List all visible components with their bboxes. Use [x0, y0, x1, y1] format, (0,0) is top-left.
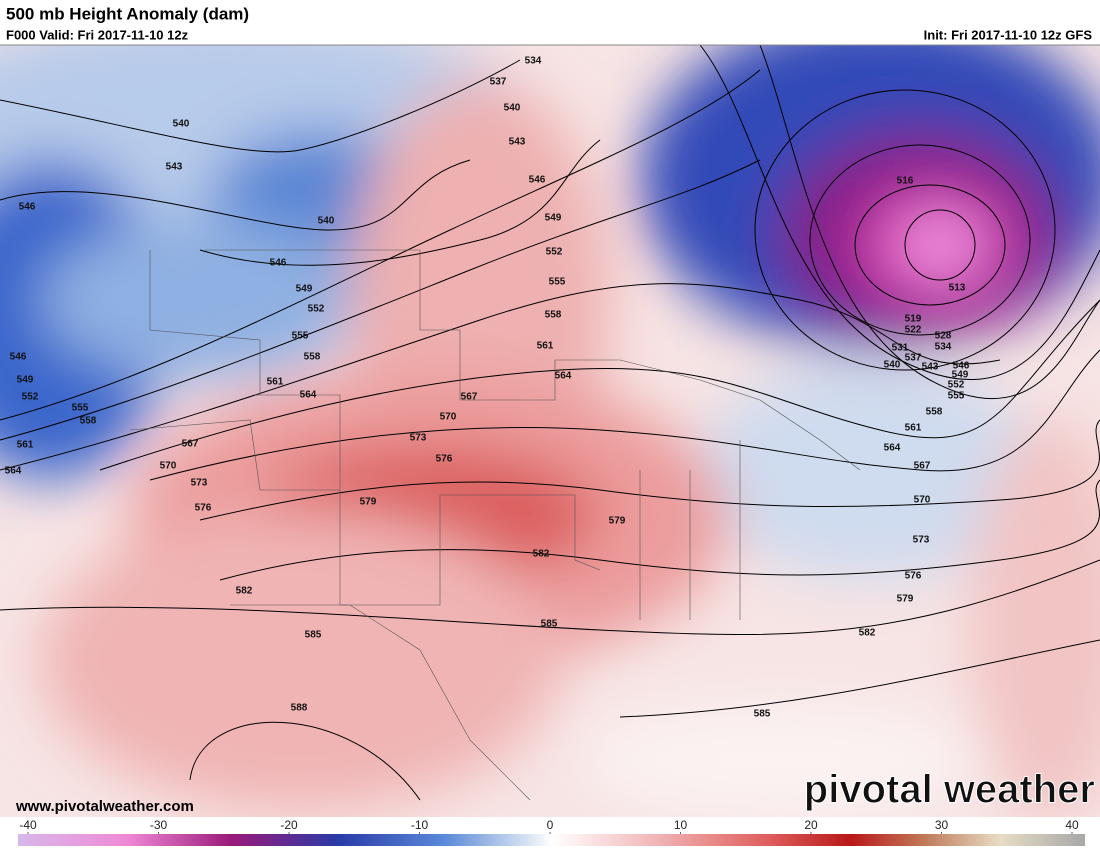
contour-label: 528: [935, 331, 952, 342]
init-time: Init: Fri 2017-11-10 12z GFS: [924, 27, 1093, 42]
contour-label: 513: [949, 283, 966, 294]
colorbar-tick-label: -10: [411, 818, 429, 832]
contour-label: 543: [922, 362, 939, 373]
height-contours: [0, 45, 1100, 801]
colorbar-tick-label: 0: [547, 818, 554, 832]
contour-label: 582: [236, 586, 253, 597]
contour-label: 549: [296, 284, 313, 295]
contour-label: 558: [926, 407, 943, 418]
contour-label: 540: [318, 216, 335, 227]
contour-label: 543: [509, 137, 526, 148]
map-title: 500 mb Height Anomaly (dam): [6, 4, 249, 23]
contour-label: 546: [270, 258, 287, 269]
colorbar-tick-label: -40: [19, 818, 37, 832]
contour-label: 519: [905, 314, 922, 325]
contour-label: 576: [436, 454, 453, 465]
contour-label: 561: [267, 377, 284, 388]
contour-label: 540: [173, 119, 190, 130]
contour-label: 564: [300, 390, 317, 401]
colorbar-ticks: -40 -30 -20 -10 0 10 20 30 40: [19, 818, 1079, 834]
contour-label: 546: [19, 202, 36, 213]
contour-label: 570: [914, 495, 931, 506]
contour-label: 582: [533, 549, 550, 560]
contour-label: 585: [754, 709, 771, 720]
contour-label: 561: [905, 423, 922, 434]
contour-label: 567: [182, 439, 199, 450]
logo: pivotal weather: [804, 768, 1095, 812]
contour-label: 585: [305, 630, 322, 641]
contour-label: 555: [549, 277, 566, 288]
contour-label: 540: [504, 103, 521, 114]
contour-label: 561: [537, 341, 554, 352]
contour-label: 576: [905, 571, 922, 582]
contour-label: 546: [529, 175, 546, 186]
contour-label: 576: [195, 503, 212, 514]
contour-label: 543: [166, 162, 183, 173]
contour-label: 585: [541, 619, 558, 630]
contour-label: 573: [410, 433, 427, 444]
colorbar-tick-label: 40: [1065, 818, 1079, 832]
contour-label: 564: [5, 466, 22, 477]
contour-label: 564: [555, 371, 572, 382]
colorbar-tick-label: 20: [804, 818, 818, 832]
contour-label: 552: [22, 392, 39, 403]
contour-label: 549: [952, 370, 969, 381]
contour-label: 558: [304, 352, 321, 363]
contour-label: 567: [461, 392, 478, 403]
contour-label: 573: [191, 478, 208, 489]
contour-label: 579: [609, 516, 626, 527]
contour-label: 561: [17, 440, 34, 451]
contour-label: 537: [490, 77, 507, 88]
map: [0, 45, 1100, 817]
contour-label: 534: [525, 56, 542, 67]
contour-label: 552: [546, 247, 563, 258]
contour-label: 552: [308, 304, 325, 315]
contour-label: 555: [948, 391, 965, 402]
contour-label: 552: [948, 380, 965, 391]
contour-label: 537: [905, 353, 922, 364]
contour-label: 546: [10, 352, 27, 363]
contour-label: 555: [292, 331, 309, 342]
colorbar-tick-label: -20: [280, 818, 298, 832]
valid-time: F000 Valid: Fri 2017-11-10 12z: [6, 27, 189, 42]
contour-label: 579: [897, 594, 914, 605]
contour-label: 567: [914, 461, 931, 472]
colorbar-tick-label: -30: [150, 818, 168, 832]
colorbar: [18, 834, 1085, 846]
contour-label: 540: [884, 360, 901, 371]
contour-label: 549: [545, 213, 562, 224]
contour-label: 558: [80, 416, 97, 427]
contour-label: 534: [935, 342, 952, 353]
contour-label: 531: [892, 343, 909, 354]
contour-label: 555: [72, 403, 89, 414]
contour-label: 588: [291, 703, 308, 714]
contour-label: 549: [17, 375, 34, 386]
anomaly-field: [0, 45, 1100, 817]
contour-label: 570: [160, 461, 177, 472]
boundaries: [129, 249, 861, 801]
colorbar-tick-label: 30: [935, 818, 949, 832]
contour-label: 570: [440, 412, 457, 423]
contour-label: 582: [859, 628, 876, 639]
contour-label: 573: [913, 535, 930, 546]
contour-label: 558: [545, 310, 562, 321]
website: www.pivotalweather.com: [15, 798, 194, 815]
colorbar-tick-label: 10: [674, 818, 688, 832]
contour-label: 516: [897, 176, 914, 187]
contour-label: 579: [360, 497, 377, 508]
contour-label: 546: [953, 361, 970, 372]
contour-label: 522: [905, 325, 922, 336]
contour-label: 564: [884, 443, 901, 454]
